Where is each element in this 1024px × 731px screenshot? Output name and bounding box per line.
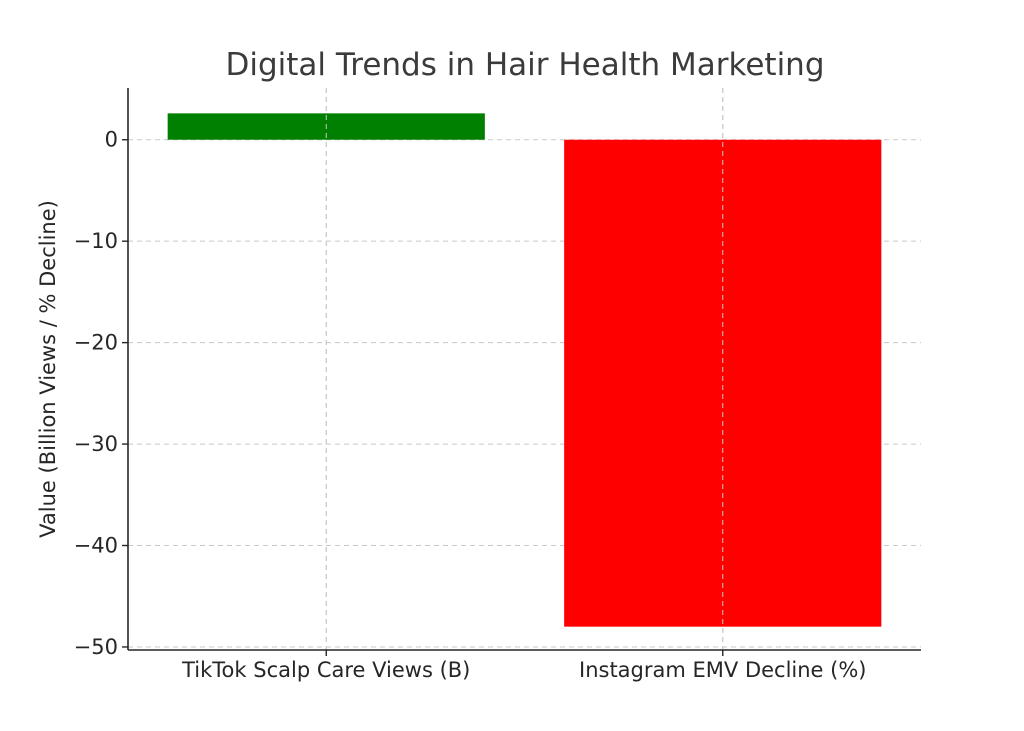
y-tick-label: −10	[74, 229, 118, 253]
chart-title: Digital Trends in Hair Health Marketing	[225, 47, 824, 83]
y-tick-label: −20	[74, 331, 118, 355]
y-tick-label: 0	[105, 128, 118, 152]
x-tick-label: TikTok Scalp Care Views (B)	[181, 658, 470, 682]
bar	[564, 139, 882, 627]
x-tick-label: Instagram EMV Decline (%)	[579, 658, 867, 682]
y-tick-label: −40	[74, 534, 118, 558]
axes: 0 −10 −20 −30 −40 −50 TikTok Scalp Care Views …	[74, 88, 921, 682]
y-tick-label: −50	[74, 635, 118, 659]
y-tick-label: −30	[74, 432, 118, 456]
y-axis-label: Value (Billion Views / % Decline)	[36, 200, 60, 538]
bars	[167, 88, 882, 650]
